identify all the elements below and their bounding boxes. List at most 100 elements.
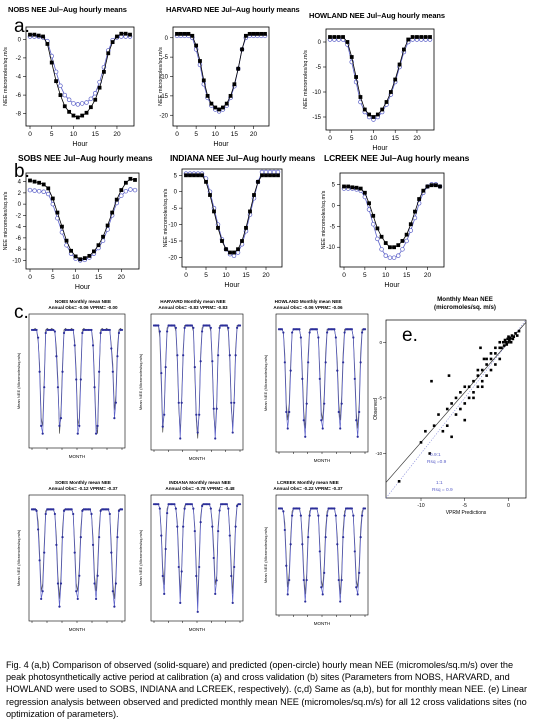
observed-point [425, 184, 430, 189]
y-axis-label: NEE micromoles/sq.m/s [321, 190, 327, 249]
scatter-point [485, 363, 488, 366]
observed-point [196, 173, 200, 178]
predicted-point [342, 535, 345, 539]
predicted-line [177, 35, 265, 112]
y-axis-label: NEE micromoles/sq.m/s [3, 191, 9, 250]
predicted-point [161, 574, 164, 578]
scatter-point [430, 379, 433, 383]
predicted-point [59, 417, 63, 420]
predicted-point [391, 255, 397, 260]
predicted-point [233, 565, 236, 569]
y-tick-label: -20 [168, 255, 177, 261]
observed-point [244, 225, 248, 230]
predicted-point [363, 507, 367, 510]
predicted-point [358, 571, 361, 575]
predicted-point [198, 565, 201, 569]
predicted-point [38, 559, 41, 562]
x-tick-label: 20 [424, 272, 432, 279]
predicted-point [301, 543, 304, 546]
monthly-title-indiana-name: INDIANA Monthly mean NEE [169, 480, 231, 485]
scatter-point [508, 336, 512, 340]
observed-point [88, 105, 93, 110]
predicted-point [317, 514, 320, 517]
observed-point [37, 180, 42, 185]
scatter-point [512, 335, 516, 338]
predicted-point [52, 328, 55, 332]
monthly-title-harvard: HARVARD Monthly mean NEE Annual Obs= -0.… [148, 299, 238, 310]
y-tick-label: 0 [332, 203, 336, 209]
scatter-point [511, 337, 515, 341]
predicted-point [183, 507, 186, 510]
predicted-point [157, 324, 160, 327]
observed-point [133, 178, 137, 182]
predicted-point [99, 331, 102, 335]
observed-point [58, 93, 63, 97]
observed-point [342, 184, 346, 189]
predicted-point [337, 578, 340, 582]
predicted-point [199, 360, 202, 363]
observed-point [54, 79, 58, 84]
observed-point [190, 33, 195, 38]
predicted-point [233, 401, 236, 404]
predicted-point [40, 424, 43, 427]
predicted-point [315, 507, 318, 510]
predicted-point [43, 551, 46, 554]
predicted-point [400, 247, 405, 252]
predicted-point [119, 328, 122, 332]
observed-point [119, 188, 124, 192]
fit-label: 0.9:1 [430, 452, 441, 458]
observed-point [429, 183, 434, 188]
observed-point [375, 226, 380, 231]
predicted-point [78, 424, 81, 427]
predicted-point [61, 536, 64, 539]
predicted-point [228, 354, 231, 357]
y-axis-label: NEE micromoles/sq.m/s [303, 50, 309, 109]
scatter-point [424, 429, 427, 433]
predicted-point [299, 514, 302, 517]
observed-line [344, 184, 441, 248]
observed-point [367, 112, 372, 117]
observed-point [128, 176, 133, 181]
plot-frame [339, 172, 445, 268]
x-tick-label: 15 [95, 274, 103, 281]
x-tick-label: -5 [463, 503, 468, 509]
predicted-point [76, 597, 79, 601]
predicted-point [88, 508, 92, 511]
predicted-point [111, 590, 114, 593]
predicted-point [176, 525, 179, 528]
predicted-point [32, 188, 37, 193]
predicted-point [58, 424, 61, 427]
observed-point [28, 178, 32, 183]
predicted-point [339, 600, 342, 603]
predicted-point [340, 402, 343, 405]
monthly-stats-howland: Annual Obs= -0.06 VPRM= -0.06 [273, 304, 343, 310]
predicted-point [355, 586, 358, 589]
scatter-point [514, 332, 517, 335]
monthly-chart-lcreek: MONTH Mean NEE (Micromoles/sq.m/s) [263, 494, 369, 626]
scatter-point [450, 435, 453, 439]
predicted-point [263, 169, 269, 175]
scatter-point [467, 396, 471, 400]
x-axis-label: Hour [224, 282, 240, 289]
predicted-point [120, 508, 124, 511]
observed-point [260, 173, 264, 178]
y-axis-label: Observed [373, 398, 379, 420]
predicted-point [110, 551, 113, 554]
observed-point [423, 35, 428, 39]
predicted-point [359, 361, 362, 364]
predicted-point [98, 370, 101, 373]
predicted-point [69, 508, 72, 511]
predicted-point [304, 435, 307, 438]
predicted-point [305, 402, 308, 405]
monthly-title-sobs-name: SOBS Monthly mean NEE [55, 480, 111, 485]
predicted-point [383, 253, 388, 258]
predicted-point [179, 601, 182, 604]
predicted-point [33, 508, 37, 511]
y-tick-label: -4 [16, 75, 22, 81]
scatter-point [472, 379, 475, 383]
scatter-point [482, 357, 486, 361]
predicted-point [32, 328, 35, 332]
x-tick-label: 0 [28, 274, 32, 281]
observed-point [67, 109, 72, 114]
